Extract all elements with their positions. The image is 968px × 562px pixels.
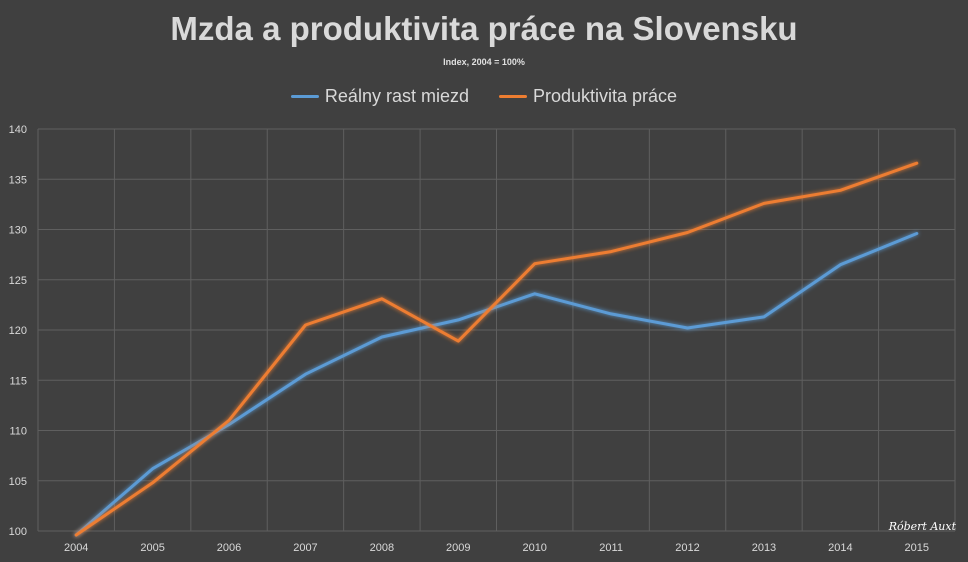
series-line-productivity <box>74 161 919 537</box>
x-tick-label: 2006 <box>217 542 241 554</box>
x-tick-label: 2007 <box>293 542 317 554</box>
legend: Reálny rast miezd Produktivita práce <box>0 86 968 107</box>
x-tick-label: 2004 <box>64 542 88 554</box>
legend-label-productivity: Produktivita práce <box>532 86 678 106</box>
y-tick-label: 125 <box>9 275 27 287</box>
x-tick-label: 2014 <box>828 542 852 554</box>
y-tick-label: 140 <box>9 124 27 136</box>
x-tick-label: 2012 <box>675 542 699 554</box>
y-tick-label: 115 <box>9 375 27 387</box>
x-tick-label: 2011 <box>599 542 623 554</box>
y-tick-label: 100 <box>9 526 27 538</box>
y-tick-label: 135 <box>9 174 27 186</box>
author-signature: Róbert Auxt <box>888 520 956 533</box>
x-tick-label: 2005 <box>140 542 164 554</box>
x-tick-label: 2010 <box>522 542 546 554</box>
legend-item-wages: Reálny rast miezd <box>290 86 469 107</box>
y-tick-label: 110 <box>9 426 27 438</box>
legend-item-productivity: Produktivita práce <box>498 86 678 107</box>
legend-label-wages: Reálny rast miezd <box>324 86 469 106</box>
chart-subtitle: Index, 2004 = 100% <box>443 57 525 67</box>
legend-swatch-wages <box>290 95 319 98</box>
y-tick-label: 130 <box>9 225 27 237</box>
y-tick-label: 105 <box>9 476 27 488</box>
x-tick-label: 2008 <box>370 542 394 554</box>
x-tick-label: 2009 <box>446 542 470 554</box>
y-tick-label: 120 <box>9 325 27 337</box>
x-tick-label: 2013 <box>752 542 776 554</box>
x-tick-label: 2015 <box>905 542 929 554</box>
chart-title: Mzda a produktivita práce na Slovensku <box>170 10 798 47</box>
legend-swatch-productivity <box>498 95 527 98</box>
